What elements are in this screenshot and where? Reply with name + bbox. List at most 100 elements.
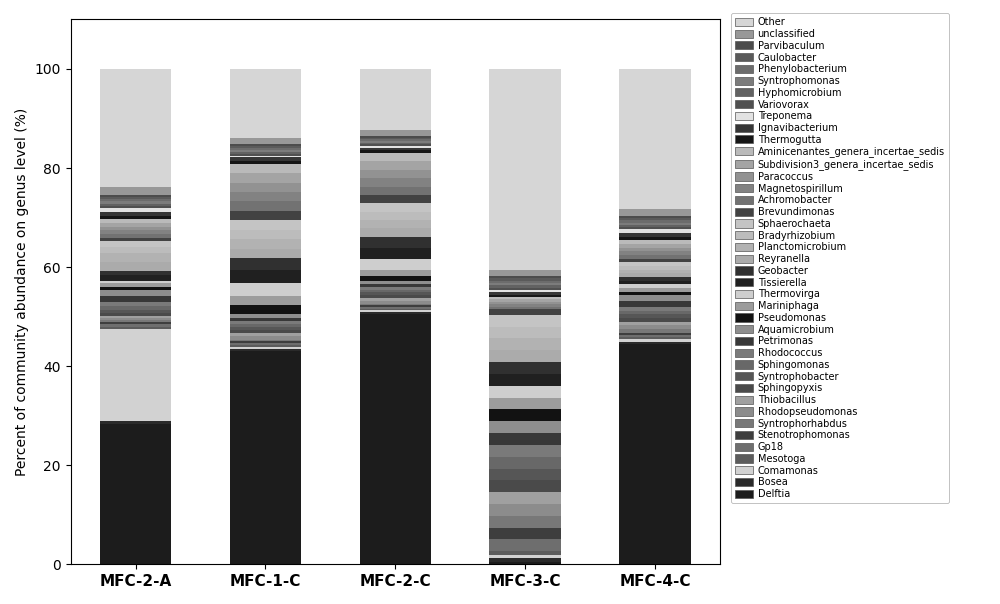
Bar	[489, 338, 561, 350]
Bar	[100, 422, 171, 423]
Bar	[230, 318, 301, 321]
Bar	[100, 315, 171, 318]
Bar	[489, 421, 561, 433]
Bar	[230, 148, 301, 150]
Bar	[489, 480, 561, 492]
Bar	[230, 173, 301, 182]
Bar	[489, 469, 561, 480]
Bar	[489, 297, 561, 300]
Bar	[360, 136, 431, 138]
Bar	[360, 313, 431, 564]
Bar	[360, 289, 431, 292]
Bar	[230, 211, 301, 220]
Bar	[230, 339, 301, 341]
Bar	[619, 295, 691, 301]
Bar	[360, 312, 431, 313]
Bar	[489, 276, 561, 278]
Bar	[489, 555, 561, 558]
Bar	[100, 69, 171, 187]
Bar	[100, 195, 171, 197]
Bar	[100, 204, 171, 206]
Bar	[230, 156, 301, 158]
Bar	[360, 295, 431, 298]
Bar	[230, 144, 301, 146]
Bar	[230, 192, 301, 201]
Bar	[100, 253, 171, 262]
Bar	[360, 178, 431, 187]
Bar	[230, 248, 301, 258]
Bar	[489, 327, 561, 338]
Bar	[619, 259, 691, 262]
Bar	[360, 309, 431, 310]
Bar	[100, 275, 171, 281]
Bar	[619, 240, 691, 244]
Bar	[230, 333, 301, 336]
Bar	[230, 330, 301, 333]
Bar	[489, 516, 561, 528]
Bar	[619, 218, 691, 220]
Bar	[360, 138, 431, 139]
Bar	[619, 220, 691, 222]
Bar	[100, 322, 171, 324]
Legend: Other, unclassified, Parvibaculum, Caulobacter, Phenylobacterium, Syntrophomonas: Other, unclassified, Parvibaculum, Caulo…	[731, 13, 949, 503]
Bar	[230, 152, 301, 154]
Bar	[100, 197, 171, 199]
Bar	[100, 313, 171, 315]
Bar	[230, 305, 301, 315]
Bar	[489, 457, 561, 469]
Bar	[230, 69, 301, 138]
Bar	[360, 203, 431, 211]
Bar	[489, 300, 561, 302]
Bar	[619, 273, 691, 277]
Bar	[230, 164, 301, 173]
Bar	[489, 410, 561, 421]
Bar	[619, 262, 691, 266]
Bar	[360, 248, 431, 259]
Bar	[100, 291, 171, 297]
Bar	[489, 302, 561, 304]
Bar	[619, 307, 691, 310]
Bar	[360, 143, 431, 144]
Bar	[489, 309, 561, 315]
Bar	[360, 305, 431, 307]
Bar	[619, 344, 691, 564]
Bar	[360, 144, 431, 146]
Bar	[100, 238, 171, 242]
Bar	[230, 324, 301, 327]
Bar	[360, 304, 431, 305]
Bar	[489, 69, 561, 270]
Bar	[100, 248, 171, 253]
Bar	[100, 216, 171, 219]
Bar	[489, 433, 561, 445]
Bar	[619, 237, 691, 240]
Bar	[100, 202, 171, 204]
Bar	[230, 146, 301, 148]
Bar	[619, 266, 691, 269]
Bar	[360, 139, 431, 141]
Bar	[489, 528, 561, 539]
Bar	[100, 230, 171, 234]
Bar	[619, 248, 691, 251]
Bar	[360, 141, 431, 143]
Bar	[360, 270, 431, 275]
Bar	[489, 307, 561, 309]
Bar	[230, 230, 301, 239]
Bar	[100, 226, 171, 230]
Bar	[100, 187, 171, 195]
Bar	[230, 239, 301, 248]
Bar	[230, 154, 301, 156]
Bar	[230, 150, 301, 152]
Bar	[360, 146, 431, 147]
Bar	[489, 492, 561, 504]
Bar	[360, 187, 431, 195]
Bar	[230, 182, 301, 192]
Bar	[360, 153, 431, 161]
Bar	[100, 223, 171, 226]
Bar	[230, 138, 301, 144]
Bar	[360, 161, 431, 170]
Bar	[100, 199, 171, 202]
Bar	[619, 222, 691, 225]
Bar	[360, 301, 431, 304]
Bar	[100, 324, 171, 327]
Bar	[230, 351, 301, 564]
